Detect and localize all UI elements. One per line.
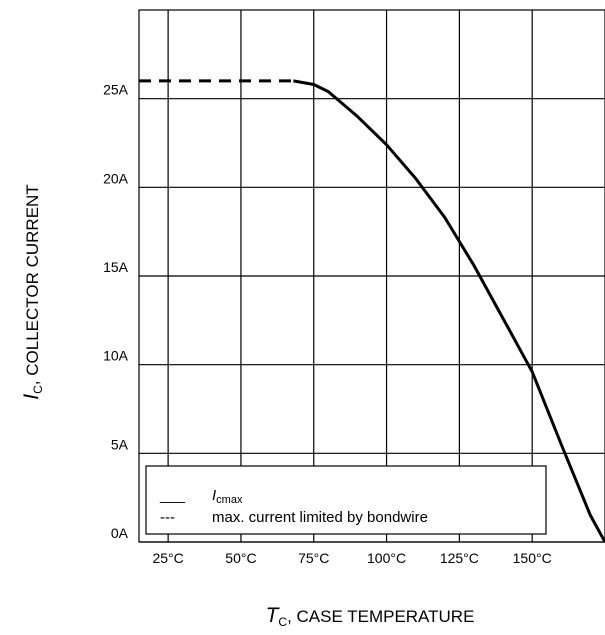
plot-border: [138, 9, 605, 543]
x-axis-text: , CASE TEMPERATURE: [287, 607, 474, 626]
legend-label-bondwire: max. current limited by bondwire: [212, 509, 428, 526]
y-tick-label: 20A: [103, 170, 129, 186]
x-axis-subscript: C: [278, 615, 287, 629]
x-tick-label: 125°C: [440, 550, 479, 566]
x-tick-labels: 25°C 50°C 75°C 100°C 125°C 150°C: [152, 550, 551, 566]
legend-symbol-dashed: ---: [160, 509, 175, 526]
y-tick-label: 10A: [103, 348, 129, 364]
y-tick-labels: 0A 5A 10A 15A 20A 25A: [103, 82, 129, 541]
y-axis-subscript: C: [31, 385, 45, 394]
y-axis-text: , COLLECTOR CURRENT: [23, 184, 42, 385]
y-axis-symbol: I: [20, 394, 43, 400]
x-tick-label: 100°C: [367, 550, 406, 566]
x-tick-label: 75°C: [298, 550, 329, 566]
grid: [139, 10, 605, 543]
y-tick-label: 0A: [111, 525, 129, 541]
icmax-curve: [293, 79, 605, 543]
legend: ___ Icmax --- max. current limited by bo…: [145, 465, 547, 535]
x-tick-label: 25°C: [152, 550, 183, 566]
legend-label-icmax-main: I: [212, 487, 216, 504]
y-tick-label: 5A: [111, 436, 129, 452]
y-tick-label: 15A: [103, 259, 129, 275]
legend-box: [145, 465, 547, 535]
y-axis-title: IC, COLLECTOR CURRENT: [20, 184, 45, 399]
x-axis-symbol: T: [266, 604, 281, 627]
x-tick-label: 150°C: [513, 550, 552, 566]
series: [139, 79, 605, 543]
y-tick-label: 25A: [103, 82, 129, 98]
x-axis-title: TC, CASE TEMPERATURE: [266, 604, 475, 629]
plot-frame: [138, 9, 605, 543]
legend-label-icmax-sub: cmax: [216, 494, 243, 506]
legend-symbol-solid: ___: [159, 487, 186, 504]
legend-label-icmax: Icmax: [212, 487, 243, 506]
x-tick-label: 50°C: [225, 550, 256, 566]
